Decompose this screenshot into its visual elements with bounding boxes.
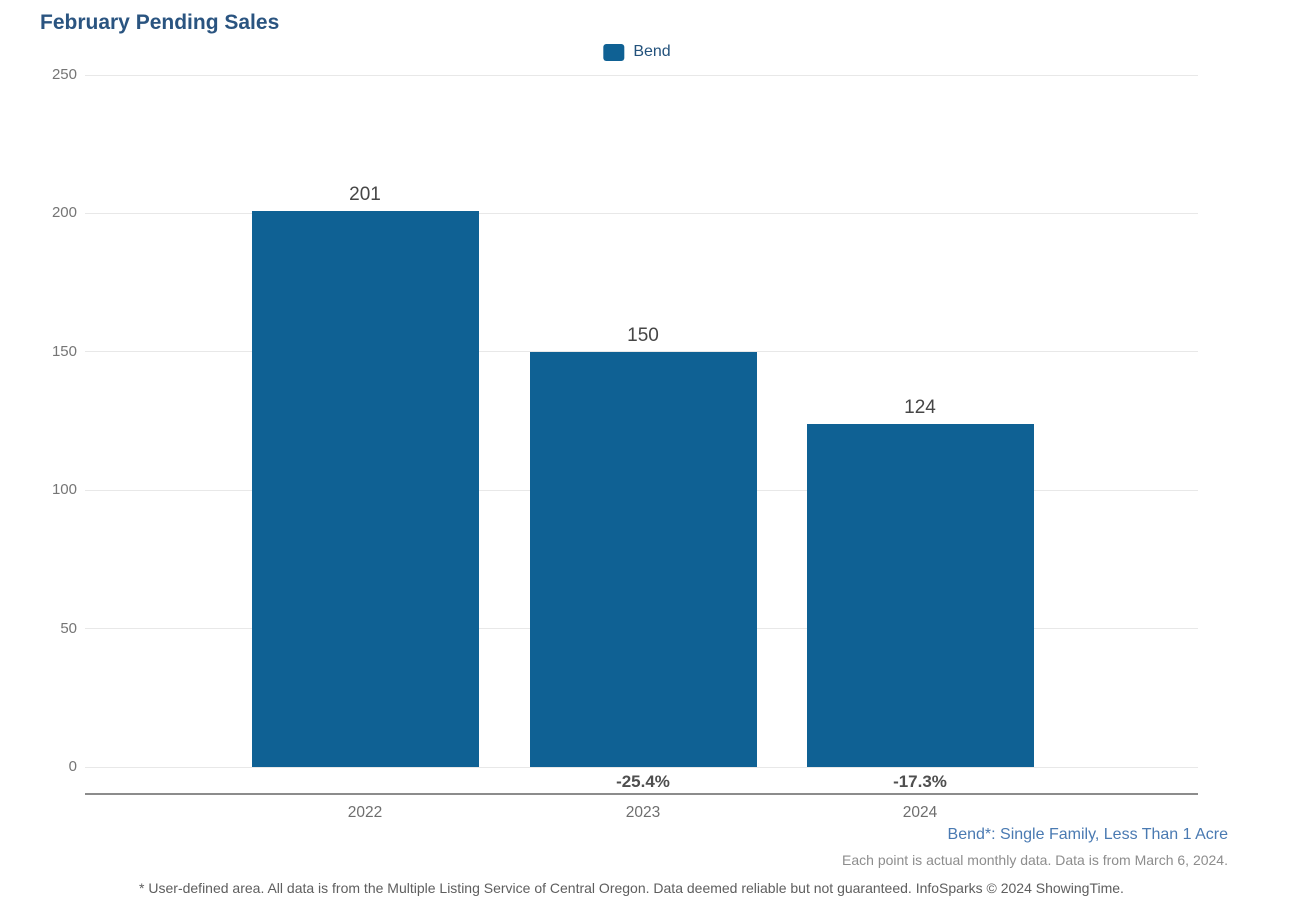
x-tick-label-2024: 2024 bbox=[902, 804, 938, 821]
bar-slot-2023: 150 bbox=[529, 75, 757, 767]
gridline-y-150 bbox=[85, 351, 1198, 353]
x-tick-label-2023: 2023 bbox=[625, 804, 661, 821]
y-tick-label-250: 250 bbox=[51, 66, 77, 83]
bar-value-label-2024: 124 bbox=[904, 396, 936, 418]
gridline-y-0 bbox=[85, 766, 1198, 768]
bar-value-label-2023: 150 bbox=[627, 324, 659, 346]
bar-bend-2024[interactable] bbox=[806, 423, 1034, 767]
y-tick-label-150: 150 bbox=[51, 342, 77, 360]
gridline-y-200 bbox=[85, 212, 1198, 214]
legend-item-bend[interactable]: Bend bbox=[603, 43, 671, 61]
legend-swatch-icon bbox=[603, 43, 625, 61]
y-tick-label-200: 200 bbox=[51, 204, 77, 222]
pct-change-label-2024: -17.3% bbox=[893, 772, 947, 791]
y-tick-label-100: 100 bbox=[51, 481, 77, 499]
bar-bend-2023[interactable] bbox=[529, 351, 757, 767]
legend-label: Bend bbox=[633, 43, 671, 60]
bar-value-label-2022: 201 bbox=[349, 183, 381, 205]
series-definition-note: Bend*: Single Family, Less Than 1 Acre bbox=[947, 826, 1228, 843]
x-tick-label-2022: 2022 bbox=[347, 804, 383, 821]
chart-title: February Pending Sales bbox=[40, 11, 280, 34]
bar-slot-2022: 201 bbox=[251, 75, 479, 767]
bar-bend-2022[interactable] bbox=[251, 210, 479, 767]
x-axis-line bbox=[85, 793, 1198, 795]
gridline-y-250 bbox=[85, 74, 1198, 76]
x-axis-labels: 2022 -25.4% 2023 -17.3% 2024 bbox=[85, 767, 1198, 827]
pct-change-label-2023: -25.4% bbox=[616, 772, 670, 791]
data-date-note: Each point is actual monthly data. Data … bbox=[842, 852, 1228, 868]
y-tick-label-0: 0 bbox=[68, 758, 77, 775]
bar-slot-2024: 124 bbox=[806, 75, 1034, 767]
disclaimer-text: * User-defined area. All data is from th… bbox=[139, 880, 1124, 896]
y-tick-label-50: 50 bbox=[60, 619, 77, 637]
plot-area: 0 50 100 150 200 250 201 150 124 bbox=[52, 66, 1198, 775]
